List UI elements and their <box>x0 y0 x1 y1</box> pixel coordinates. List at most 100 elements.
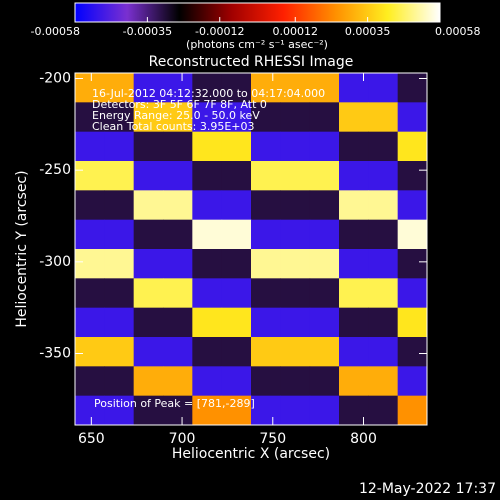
image-cell <box>397 73 428 103</box>
image-cell <box>397 337 428 367</box>
image-cell <box>163 278 193 309</box>
image-cell <box>221 395 252 426</box>
image-cell <box>368 73 399 103</box>
image-cell <box>133 102 164 133</box>
peak-label: Position of Peak = [781,-289] <box>94 397 255 410</box>
image-cell <box>309 278 340 309</box>
image-cell <box>309 366 340 397</box>
image-cell <box>75 307 105 338</box>
image-cell <box>75 249 105 279</box>
image-cell <box>309 395 340 426</box>
image-cell <box>251 337 281 367</box>
image-cell <box>221 161 252 191</box>
image <box>75 73 428 426</box>
image-cell <box>221 219 252 250</box>
image-cell <box>104 337 135 367</box>
image-cell <box>368 278 399 309</box>
image-cell <box>397 307 428 338</box>
image-cell <box>368 190 399 221</box>
plot-frame <box>74 72 428 426</box>
colorbar-tick-label: -0.00012 <box>195 25 244 38</box>
x-tick-label: 650 <box>78 431 105 447</box>
image-cell <box>339 249 369 279</box>
image-cell <box>251 73 281 103</box>
image-cell <box>104 102 135 133</box>
image-cell <box>75 102 105 133</box>
image-cell <box>133 337 164 367</box>
image-cell <box>163 395 193 426</box>
image-cell <box>192 73 223 103</box>
colorbar-label: (photons cm⁻² s⁻¹ asec⁻²) <box>186 38 328 51</box>
image-cell <box>368 249 399 279</box>
image-cell <box>251 395 281 426</box>
image-cell <box>309 73 340 103</box>
image-cell <box>163 190 193 221</box>
image-cell <box>104 73 135 103</box>
image-cell <box>339 278 369 309</box>
image-cell <box>104 366 135 397</box>
image-cell <box>192 395 223 426</box>
image-cell <box>75 190 105 221</box>
image-cell <box>368 395 399 426</box>
image-cell <box>309 161 340 191</box>
colorbar-tick-label: 0.00058 <box>435 25 481 38</box>
image-cell <box>221 190 252 221</box>
timestamp: 12-May-2022 17:37 <box>359 481 496 497</box>
image-cell <box>397 278 428 309</box>
image-cell <box>339 337 369 367</box>
image-cell <box>133 73 164 103</box>
colorbar-tick-label: 0.00035 <box>345 25 391 38</box>
image-cell <box>368 307 399 338</box>
image-cell <box>251 190 281 221</box>
annotation: Clean Total counts: 3.95E+03 <box>92 120 255 133</box>
image-cell <box>75 73 105 103</box>
image-cell <box>133 366 164 397</box>
image-cell <box>192 161 223 191</box>
image-cell <box>339 102 369 133</box>
image-cell <box>163 219 193 250</box>
image-cell <box>163 102 193 133</box>
image-cell <box>397 102 428 133</box>
image-cell <box>280 73 311 103</box>
image-cell <box>221 366 252 397</box>
image-cell <box>163 307 193 338</box>
image-cell <box>221 73 252 103</box>
image-cell <box>251 219 281 250</box>
image-cell <box>133 219 164 250</box>
image-cell <box>104 307 135 338</box>
image-cell <box>339 366 369 397</box>
x-axis-label: Heliocentric X (arcsec) <box>172 446 330 462</box>
image-cell <box>397 190 428 221</box>
image-cell <box>104 395 135 426</box>
image-cell <box>163 73 193 103</box>
colorbar-frame <box>74 2 441 23</box>
annotation: Energy Range: 25.0 - 50.0 keV <box>92 109 260 122</box>
image-cell <box>221 131 252 162</box>
image-cell <box>221 278 252 309</box>
y-tick-label: -300 <box>39 254 71 270</box>
image-cell <box>368 366 399 397</box>
image-cell <box>192 249 223 279</box>
annotation: 16-Jul-2012 04:12:32.000 to 04:17:04.000 <box>92 87 325 100</box>
image-cell <box>163 366 193 397</box>
image-cell <box>397 366 428 397</box>
chart-title: Reconstructed RHESSI Image <box>149 54 354 70</box>
image-cell <box>280 102 311 133</box>
image-cell <box>163 161 193 191</box>
image-cell <box>192 307 223 338</box>
image-cell <box>104 219 135 250</box>
image-cell <box>75 278 105 309</box>
image-cell <box>163 249 193 279</box>
image-cell <box>280 395 311 426</box>
image-cell <box>192 131 223 162</box>
y-tick-label: -350 <box>39 346 71 362</box>
image-cell <box>339 131 369 162</box>
image-cell <box>280 249 311 279</box>
image-cell <box>251 249 281 279</box>
image-cell <box>309 131 340 162</box>
image-cell <box>309 102 340 133</box>
image-cell <box>133 249 164 279</box>
image-cell <box>251 307 281 338</box>
image-cell <box>251 102 281 133</box>
